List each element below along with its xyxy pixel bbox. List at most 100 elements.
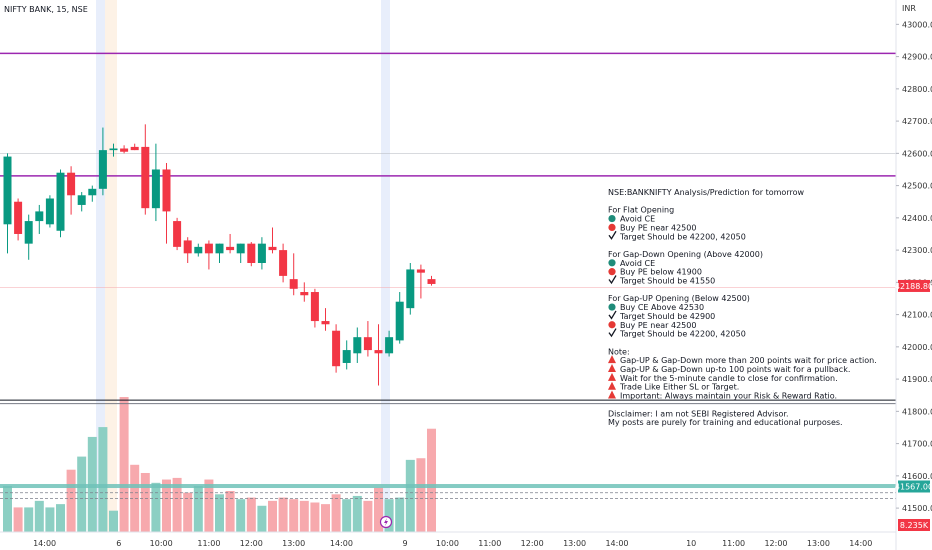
volume-bar — [278, 497, 288, 532]
volume-bar — [45, 507, 55, 532]
candle-body[interactable] — [310, 292, 319, 322]
annotation-line: Important: Always maintain your Risk & R… — [620, 392, 837, 401]
x-tick-label: 13:00 — [282, 539, 305, 548]
volume-bar — [215, 494, 224, 532]
candle-body[interactable] — [45, 198, 54, 225]
candle-body[interactable] — [24, 221, 33, 244]
candle-body[interactable] — [395, 301, 404, 341]
candle-body[interactable] — [427, 279, 436, 284]
lightning-icon-glyph — [384, 518, 388, 526]
candle-body[interactable] — [268, 246, 277, 251]
candle-body[interactable] — [67, 172, 76, 196]
volume-bar — [204, 479, 214, 532]
volume-bar — [416, 458, 426, 532]
annotation-line: For Gap-Down Opening (Above 42000) — [608, 250, 763, 259]
candle-body[interactable] — [416, 269, 425, 273]
candle-body[interactable] — [130, 146, 139, 151]
candle-body[interactable] — [3, 156, 12, 225]
annotation-line: Buy CE Above 42530 — [620, 303, 704, 312]
annotation-line: Note: — [608, 347, 630, 356]
price-marker — [898, 480, 930, 493]
candle-body[interactable] — [109, 148, 118, 151]
green-circle-icon — [608, 259, 616, 267]
candle-body[interactable] — [88, 188, 97, 196]
annotation-line: Buy PE near 42500 — [620, 321, 696, 330]
y-tick-label: 42300.00 — [902, 246, 932, 255]
warning-icon — [608, 390, 616, 399]
checkmark-icon — [608, 275, 617, 285]
candle-body[interactable] — [300, 292, 309, 296]
candle-body[interactable] — [56, 172, 65, 231]
candle-body[interactable] — [332, 330, 341, 367]
candle-body[interactable] — [35, 211, 44, 222]
candle-body[interactable] — [204, 243, 213, 254]
x-tick-label: 12:00 — [764, 539, 787, 548]
candle-body[interactable] — [194, 246, 203, 254]
volume-bar — [310, 502, 320, 532]
volume-bar — [427, 428, 436, 532]
annotation-line: For Gap-UP Opening (Below 42500) — [608, 294, 750, 303]
warning-icon — [608, 372, 616, 381]
volume-bar — [193, 486, 203, 532]
red-circle-icon — [608, 223, 616, 231]
candle-body[interactable] — [374, 350, 383, 354]
annotation-line: Gap-UP & Gap-Down more than 200 points w… — [620, 356, 877, 365]
y-tick-label: 42900.00 — [902, 53, 932, 62]
annotation-line: Avoid CE — [620, 259, 655, 268]
candle-body[interactable] — [173, 221, 182, 247]
volume-bar — [246, 497, 256, 532]
candle-body[interactable] — [406, 269, 415, 309]
candle-body[interactable] — [321, 321, 330, 325]
candle-body[interactable] — [247, 243, 256, 263]
candle-body[interactable] — [236, 243, 245, 254]
candle-body[interactable] — [183, 240, 192, 254]
x-tick-label: 14:00 — [33, 539, 56, 548]
candle-body[interactable] — [162, 169, 171, 212]
candle-body[interactable] — [226, 246, 235, 251]
x-tick-label: 6 — [116, 539, 121, 548]
volume-bar — [342, 499, 352, 532]
volume-bar — [289, 499, 299, 532]
candle-body[interactable] — [289, 279, 298, 289]
y-tick-label: 41800.00 — [902, 407, 932, 416]
y-tick-label: 41600.00 — [902, 472, 932, 481]
annotation-line: Disclaimer: I am not SEBI Registered Adv… — [608, 409, 789, 418]
volume-bar — [24, 507, 34, 532]
candle-body[interactable] — [279, 250, 288, 276]
x-tick-label: 10:00 — [436, 539, 459, 548]
volume-bar — [98, 427, 108, 532]
candle-body[interactable] — [77, 195, 86, 205]
warning-icon — [608, 364, 616, 372]
y-tick-label: 42000.00 — [902, 343, 932, 352]
candle-body[interactable] — [385, 337, 394, 354]
candle-body[interactable] — [14, 201, 23, 234]
volume-bar — [140, 472, 150, 532]
volume-bar — [395, 497, 405, 532]
volume-bar — [130, 464, 140, 532]
volume-bar — [13, 507, 23, 532]
candle-body[interactable] — [141, 146, 150, 209]
y-tick-label: 42400.00 — [902, 214, 932, 223]
candle-body[interactable] — [120, 148, 129, 152]
support-zone-41570[interactable] — [0, 484, 896, 489]
candle-body[interactable] — [215, 243, 224, 254]
candle-body[interactable] — [363, 337, 372, 351]
candle-body[interactable] — [353, 337, 362, 354]
candle-body[interactable] — [98, 150, 107, 189]
volume-bar — [56, 504, 65, 532]
price-marker — [898, 279, 930, 292]
candle-body[interactable] — [257, 243, 266, 263]
volume-bar — [299, 500, 309, 532]
symbol-title: NIFTY BANK, 15, NSE — [4, 5, 88, 14]
annotation-line: Avoid CE — [620, 215, 655, 224]
checkmark-icon — [608, 310, 617, 320]
candle-body[interactable] — [342, 350, 351, 363]
volume-bar — [321, 504, 330, 532]
checkmark-icon — [608, 328, 617, 338]
candle-body[interactable] — [151, 169, 160, 209]
volume-bar — [268, 500, 277, 532]
volume-marker — [898, 519, 930, 531]
y-tick-label: 43000.00 — [902, 20, 932, 29]
